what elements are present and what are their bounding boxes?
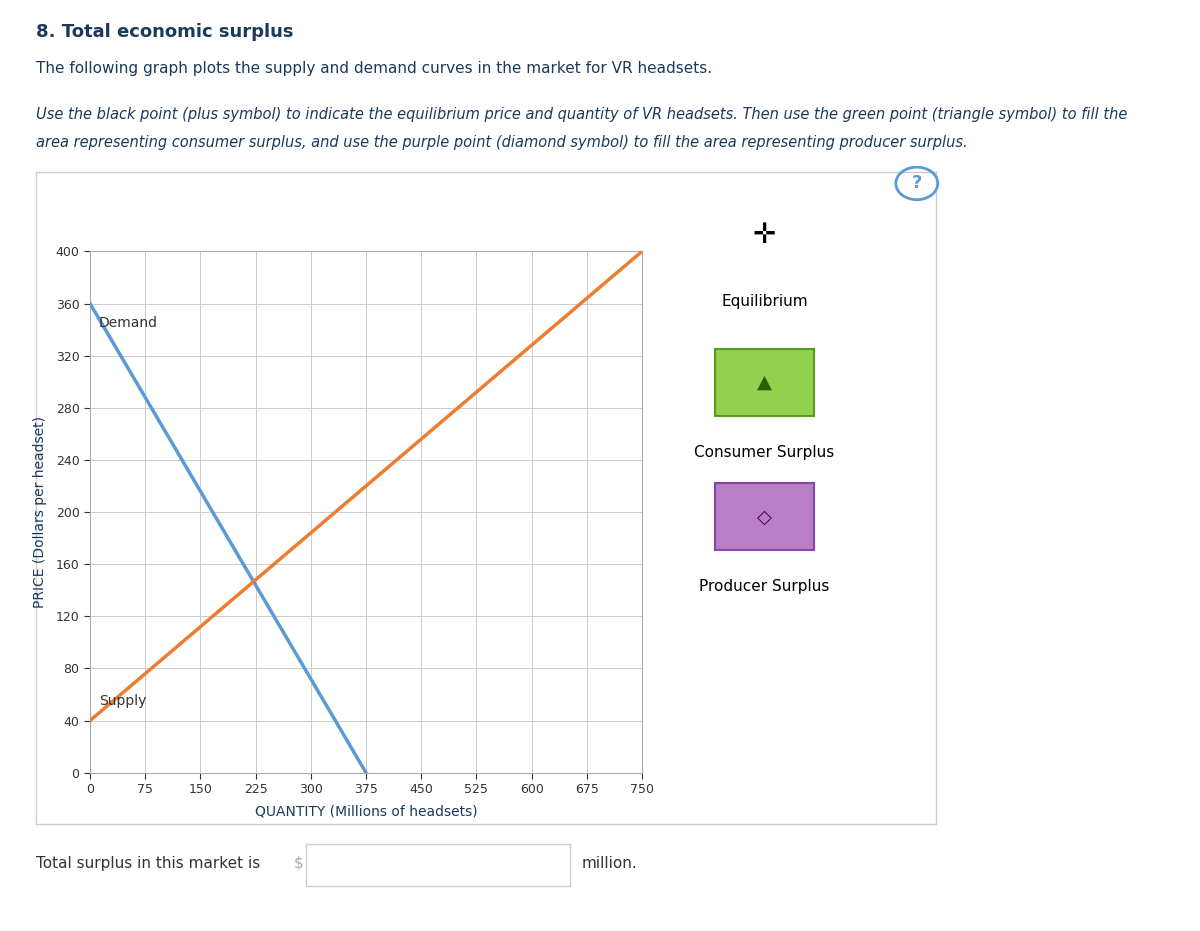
Text: Supply: Supply <box>98 694 146 708</box>
Text: Use the black point (plus symbol) to indicate the equilibrium price and quantity: Use the black point (plus symbol) to ind… <box>36 107 1127 122</box>
Text: million.: million. <box>582 856 637 870</box>
Text: Consumer Surplus: Consumer Surplus <box>695 445 834 460</box>
Y-axis label: PRICE (Dollars per headset): PRICE (Dollars per headset) <box>34 416 47 608</box>
Text: Equilibrium: Equilibrium <box>721 294 808 309</box>
Text: ◇: ◇ <box>757 507 772 526</box>
Text: Demand: Demand <box>98 316 158 330</box>
Text: ?: ? <box>912 174 922 193</box>
Text: ▲: ▲ <box>757 373 772 392</box>
Text: 8. Total economic surplus: 8. Total economic surplus <box>36 23 294 41</box>
FancyBboxPatch shape <box>715 349 814 416</box>
Text: $: $ <box>294 856 304 870</box>
Text: area representing consumer surplus, and use the purple point (diamond symbol) to: area representing consumer surplus, and … <box>36 135 967 150</box>
FancyBboxPatch shape <box>715 483 814 550</box>
Text: Producer Surplus: Producer Surplus <box>700 579 829 594</box>
X-axis label: QUANTITY (Millions of headsets): QUANTITY (Millions of headsets) <box>254 804 478 818</box>
Text: ✛: ✛ <box>752 221 776 249</box>
Text: Total surplus in this market is: Total surplus in this market is <box>36 856 265 870</box>
Text: The following graph plots the supply and demand curves in the market for VR head: The following graph plots the supply and… <box>36 61 712 75</box>
